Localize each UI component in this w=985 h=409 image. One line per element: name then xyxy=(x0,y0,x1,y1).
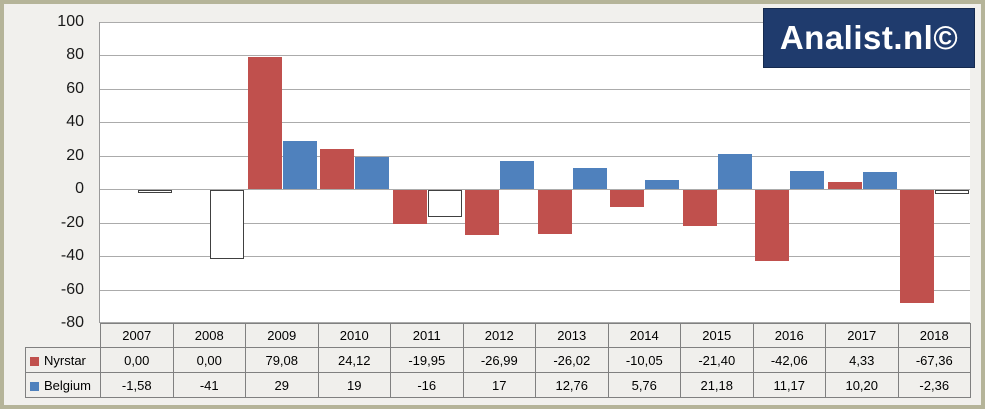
bar-belgium-2016 xyxy=(790,170,824,190)
belgium-legend-swatch-icon xyxy=(30,381,39,391)
bar-nyrstar-2015 xyxy=(682,190,717,226)
year-header-2013: 2013 xyxy=(535,323,609,348)
bar-belgium-2008 xyxy=(210,190,244,259)
year-header-2010: 2010 xyxy=(317,323,391,348)
bar-nyrstar-2012 xyxy=(465,190,499,236)
value-nyrstar-2014: -10,05 xyxy=(607,347,681,373)
year-header-2008: 2008 xyxy=(172,323,246,348)
year-header-2007: 2007 xyxy=(100,323,174,348)
bar-nyrstar-2016 xyxy=(755,190,789,261)
bar-belgium-2015 xyxy=(717,153,752,190)
y-axis-label--40: -40 xyxy=(60,247,84,265)
y-axis-label-60: 60 xyxy=(66,79,84,97)
year-header-row: 2007 2008 2009 2010 2011 2012 2013 2014 2015 2016… xyxy=(26,323,971,348)
value-belgium-2015: 21,18 xyxy=(680,372,754,398)
year-header-2011: 2011 xyxy=(390,323,464,348)
bar-nyrstar-2014 xyxy=(610,190,644,208)
value-nyrstar-2016: -42,06 xyxy=(752,347,826,373)
value-belgium-2017: 10,20 xyxy=(825,372,899,398)
gridline-100 xyxy=(100,22,970,23)
analist-logo: Analist.nl© xyxy=(763,8,975,68)
bar-belgium-2010 xyxy=(355,157,389,190)
bar-belgium-2017 xyxy=(862,172,897,190)
bar-nyrstar-2017 xyxy=(827,181,862,190)
legend-cell-nyrstar: Nyrstar xyxy=(25,347,101,373)
series-label-nyrstar: Nyrstar xyxy=(44,352,86,368)
year-header-2009: 2009 xyxy=(245,323,319,348)
table-corner-spacer xyxy=(26,324,101,348)
gridline-0 xyxy=(100,189,970,191)
bar-belgium-2014 xyxy=(645,179,679,190)
value-nyrstar-2015: -21,40 xyxy=(680,347,754,373)
value-belgium-2016: 11,17 xyxy=(752,372,826,398)
year-header-2014: 2014 xyxy=(607,323,681,348)
year-header-2015: 2015 xyxy=(680,323,754,348)
y-axis-label-20: 20 xyxy=(66,146,84,164)
value-nyrstar-2008: 0,00 xyxy=(172,347,246,373)
gridline-40 xyxy=(100,122,970,124)
value-belgium-2013: 12,76 xyxy=(535,372,609,398)
y-axis-label--20: -20 xyxy=(60,213,84,231)
y-axis-label-0: 0 xyxy=(75,180,84,198)
analist-logo-text: Analist.nl© xyxy=(779,19,959,56)
gridline-80 xyxy=(100,55,970,57)
value-belgium-2012: 17 xyxy=(462,372,536,398)
bar-belgium-2012 xyxy=(500,160,534,190)
value-nyrstar-2013: -26,02 xyxy=(535,347,609,373)
legend-cell-belgium: Belgium xyxy=(25,372,101,398)
bar-nyrstar-2018 xyxy=(900,190,934,303)
bar-nyrstar-2013 xyxy=(537,190,572,234)
bar-belgium-2018 xyxy=(935,190,969,195)
gridline--80 xyxy=(100,322,970,323)
value-nyrstar-2011: -19,95 xyxy=(390,347,464,373)
year-header-2012: 2012 xyxy=(462,323,536,348)
value-belgium-2018: -2,36 xyxy=(897,372,971,398)
y-axis-label--80: -80 xyxy=(60,314,84,331)
value-nyrstar-2017: 4,33 xyxy=(825,347,899,373)
nyrstar-legend-swatch-icon xyxy=(30,356,39,366)
table-row-belgium: Belgium -1,58 -41 29 19 -16 17 12,76 5,76 21,18 11… xyxy=(25,372,971,398)
year-header-2018: 2018 xyxy=(897,323,971,348)
year-header-2017: 2017 xyxy=(825,323,899,348)
table-row-nyrstar: Nyrstar 0,00 0,00 79,08 24,12 -19,95 -26,99 -26… xyxy=(25,347,971,373)
y-axis-label-100: 100 xyxy=(57,13,84,30)
bar-belgium-2011 xyxy=(427,190,462,217)
value-nyrstar-2012: -26,99 xyxy=(462,347,536,373)
value-nyrstar-2007: 0,00 xyxy=(100,347,174,373)
value-belgium-2009: 29 xyxy=(245,372,319,398)
bar-belgium-2007 xyxy=(137,190,172,193)
bar-nyrstar-2009 xyxy=(247,56,282,190)
gridline-20 xyxy=(100,155,970,157)
bar-nyrstar-2010 xyxy=(320,148,354,190)
value-nyrstar-2010: 24,12 xyxy=(317,347,391,373)
value-belgium-2010: 19 xyxy=(317,372,391,398)
gridline-60 xyxy=(100,88,970,90)
gridline--40 xyxy=(100,256,970,258)
value-nyrstar-2009: 79,08 xyxy=(245,347,319,373)
gridline--20 xyxy=(100,222,970,224)
value-belgium-2008: -41 xyxy=(172,372,246,398)
gridline--60 xyxy=(100,289,970,291)
series-label-belgium: Belgium xyxy=(44,377,91,393)
bar-belgium-2013 xyxy=(572,167,607,190)
y-axis-label--60: -60 xyxy=(60,280,84,298)
bar-belgium-2009 xyxy=(282,140,317,190)
year-header-2016: 2016 xyxy=(752,323,826,348)
value-belgium-2007: -1,58 xyxy=(100,372,174,398)
value-belgium-2011: -16 xyxy=(390,372,464,398)
bar-nyrstar-2011 xyxy=(392,190,427,224)
y-axis-label-40: 40 xyxy=(66,113,84,131)
data-table: 2007 2008 2009 2010 2011 2012 2013 2014 2015 2016… xyxy=(25,323,971,398)
plot-area xyxy=(99,22,970,323)
value-nyrstar-2018: -67,36 xyxy=(897,347,971,373)
y-axis-label-80: 80 xyxy=(66,46,84,64)
value-belgium-2014: 5,76 xyxy=(607,372,681,398)
